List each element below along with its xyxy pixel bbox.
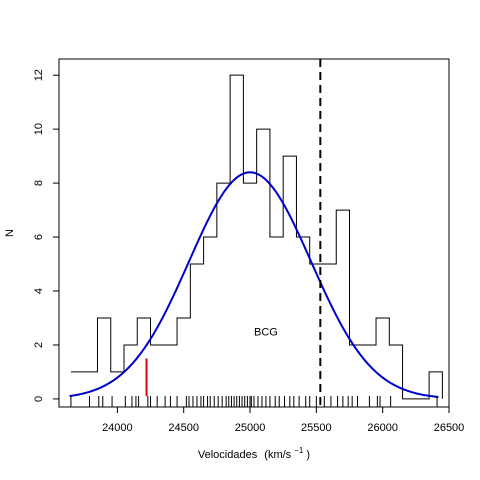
y-tick-label-0: 0 [33,396,45,402]
y-axis-label: N [4,229,16,237]
x-tick-label-26500: 26500 [434,422,465,434]
x-axis-label-exponent: −1 [294,446,304,455]
x-tick-label-26000: 26000 [367,422,398,434]
y-tick-label-2: 2 [33,342,45,348]
y-tick-label-6: 6 [33,234,45,240]
x-tick-label-25500: 25500 [301,422,332,434]
x-tick-label-24000: 24000 [102,422,133,434]
x-axis-label-name: Velocidades [198,449,258,461]
y-tick-label-4: 4 [33,288,45,294]
y-tick-labels: 0 2 4 6 8 10 12 [33,69,45,402]
plot-frame [58,58,450,408]
x-ticks [116,407,450,413]
x-tick-labels: 24000 24500 25000 25500 26000 26500 [102,422,464,434]
x-tick-label-24500: 24500 [168,422,199,434]
x-axis-label-close: ) [306,449,310,461]
histogram-steps [70,74,443,400]
rug-marks [70,396,438,407]
gaussian-fit-curve [69,171,439,398]
x-axis-label-units: (km/s [264,449,291,461]
x-tick-label-25000: 25000 [235,422,266,434]
y-tick-label-10: 10 [33,123,45,135]
x-axis-label: Velocidades (km/s −1 ) [198,444,310,461]
bcg-label: BCG [254,327,278,339]
y-ticks [53,74,59,400]
y-tick-label-12: 12 [33,69,45,81]
y-tick-label-8: 8 [33,180,45,186]
